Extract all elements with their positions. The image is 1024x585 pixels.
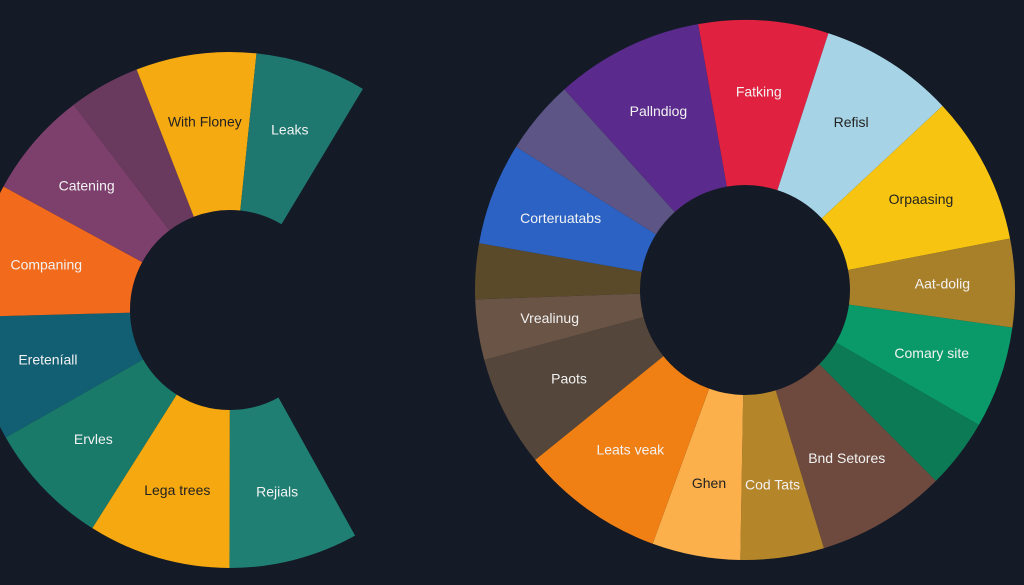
segment-label: Refisl [834, 114, 869, 130]
segment [775, 364, 936, 549]
segment [3, 104, 170, 263]
segment-label: Leats veak [596, 441, 665, 457]
segment [136, 52, 257, 217]
segment [819, 342, 979, 481]
segment [698, 20, 829, 191]
segment-label: With Floney [168, 113, 242, 129]
segment-label: Orpaasing [889, 191, 954, 207]
segment [484, 317, 664, 460]
segment [73, 69, 194, 231]
segment [475, 243, 642, 300]
segment [92, 394, 230, 568]
segment [740, 390, 824, 560]
segment-label: Paots [551, 370, 587, 386]
segment-label: Vrealinug [520, 310, 579, 326]
segment [5, 359, 177, 529]
segment-label: Corteruatabs [520, 210, 601, 226]
segment-label: Ereteníall [18, 351, 77, 367]
segment-label: Cod Tats [745, 476, 800, 492]
segment [535, 356, 710, 544]
segment [821, 105, 1011, 270]
segment [240, 53, 363, 225]
segment [516, 89, 675, 235]
segment-label: Pallndiog [630, 103, 688, 119]
segment [475, 293, 644, 360]
segment-label: Aat-dolig [915, 276, 970, 292]
segment-label: Leaks [271, 121, 308, 137]
segment-label: Ervles [74, 431, 113, 447]
segment [835, 304, 1013, 425]
segment-label: Companing [10, 256, 82, 272]
segment-label: Rejials [256, 484, 298, 500]
segment [229, 397, 356, 569]
segment [564, 24, 727, 212]
segment [479, 146, 656, 272]
segment [0, 312, 144, 438]
segment-label: Comary site [894, 345, 969, 361]
segment [848, 238, 1016, 328]
segment-label: Ghen [692, 475, 726, 491]
segment-label: Bnd Setores [808, 450, 885, 466]
segment [0, 186, 143, 317]
segment-label: Catening [59, 178, 115, 194]
segment-label: Fatking [736, 84, 782, 100]
segment-label: Lega trees [144, 482, 210, 498]
segment [652, 388, 744, 560]
segment [777, 33, 943, 219]
